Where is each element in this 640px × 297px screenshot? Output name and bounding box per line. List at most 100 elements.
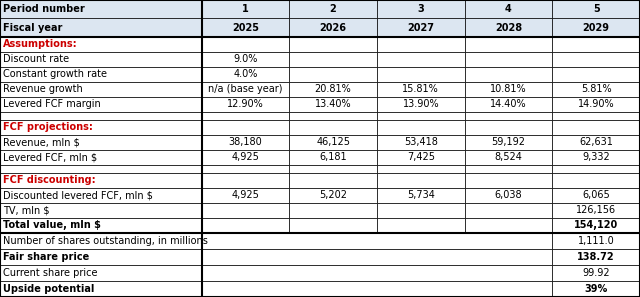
Text: 2026: 2026 bbox=[319, 23, 347, 33]
Bar bbox=[202, 203, 289, 218]
Bar bbox=[465, 37, 552, 52]
Bar bbox=[289, 97, 377, 112]
Bar bbox=[552, 135, 640, 150]
Bar bbox=[552, 165, 640, 173]
Text: 46,125: 46,125 bbox=[316, 137, 350, 147]
Bar bbox=[289, 18, 377, 37]
Bar bbox=[552, 120, 640, 135]
Text: Discount rate: Discount rate bbox=[3, 54, 69, 64]
Bar bbox=[0, 135, 202, 150]
Text: 6,038: 6,038 bbox=[495, 190, 522, 200]
Text: n/a (base year): n/a (base year) bbox=[208, 84, 283, 94]
Bar bbox=[377, 188, 465, 203]
Text: FCF discounting:: FCF discounting: bbox=[3, 175, 95, 185]
Bar bbox=[202, 135, 289, 150]
Bar bbox=[377, 120, 465, 135]
Text: 5: 5 bbox=[593, 4, 600, 14]
Text: TV, mln $: TV, mln $ bbox=[3, 205, 49, 215]
Bar bbox=[0, 37, 202, 52]
Bar bbox=[289, 203, 377, 218]
Bar bbox=[0, 150, 202, 165]
Bar bbox=[0, 233, 552, 249]
Bar bbox=[289, 112, 377, 120]
Bar bbox=[552, 281, 640, 297]
Text: Assumptions:: Assumptions: bbox=[3, 39, 77, 49]
Text: Fiscal year: Fiscal year bbox=[3, 23, 62, 33]
Bar bbox=[0, 218, 202, 233]
Bar bbox=[0, 249, 552, 265]
Bar bbox=[0, 82, 202, 97]
Bar bbox=[202, 218, 289, 233]
Text: 53,418: 53,418 bbox=[404, 137, 438, 147]
Text: 6,065: 6,065 bbox=[582, 190, 610, 200]
Bar bbox=[202, 173, 289, 188]
Bar bbox=[0, 203, 202, 218]
Bar bbox=[465, 52, 552, 67]
Bar bbox=[289, 218, 377, 233]
Bar bbox=[0, 112, 202, 120]
Text: 154,120: 154,120 bbox=[574, 220, 618, 230]
Bar bbox=[377, 52, 465, 67]
Bar bbox=[377, 97, 465, 112]
Text: 62,631: 62,631 bbox=[579, 137, 613, 147]
Bar bbox=[552, 188, 640, 203]
Bar bbox=[289, 150, 377, 165]
Bar bbox=[377, 67, 465, 82]
Text: 2028: 2028 bbox=[495, 23, 522, 33]
Text: 5.81%: 5.81% bbox=[581, 84, 611, 94]
Text: Period number: Period number bbox=[3, 4, 84, 14]
Text: 39%: 39% bbox=[584, 284, 608, 294]
Bar bbox=[202, 112, 289, 120]
Text: Number of shares outstanding, in millions: Number of shares outstanding, in million… bbox=[3, 236, 208, 246]
Bar bbox=[0, 120, 202, 135]
Text: Total value, mln $: Total value, mln $ bbox=[3, 220, 101, 230]
Text: 1,111.0: 1,111.0 bbox=[578, 236, 614, 246]
Bar bbox=[0, 165, 202, 173]
Text: 4,925: 4,925 bbox=[232, 152, 259, 162]
Bar bbox=[377, 218, 465, 233]
Bar bbox=[377, 203, 465, 218]
Bar bbox=[465, 112, 552, 120]
Text: Levered FCF margin: Levered FCF margin bbox=[3, 99, 100, 109]
Bar bbox=[289, 37, 377, 52]
Bar bbox=[465, 97, 552, 112]
Bar bbox=[552, 203, 640, 218]
Bar bbox=[0, 265, 552, 281]
Bar bbox=[377, 112, 465, 120]
Text: 59,192: 59,192 bbox=[492, 137, 525, 147]
Bar bbox=[377, 82, 465, 97]
Bar bbox=[202, 18, 289, 37]
Bar bbox=[202, 0, 289, 18]
Text: 8,524: 8,524 bbox=[495, 152, 522, 162]
Bar bbox=[377, 150, 465, 165]
Bar bbox=[377, 135, 465, 150]
Text: 9,332: 9,332 bbox=[582, 152, 610, 162]
Bar bbox=[552, 249, 640, 265]
Bar bbox=[289, 135, 377, 150]
Bar bbox=[202, 97, 289, 112]
Bar bbox=[377, 165, 465, 173]
Bar bbox=[0, 52, 202, 67]
Bar bbox=[552, 265, 640, 281]
Bar bbox=[465, 203, 552, 218]
Bar bbox=[289, 67, 377, 82]
Bar bbox=[202, 165, 289, 173]
Bar bbox=[552, 82, 640, 97]
Text: Levered FCF, mln $: Levered FCF, mln $ bbox=[3, 152, 97, 162]
Bar bbox=[552, 112, 640, 120]
Text: 13.90%: 13.90% bbox=[403, 99, 439, 109]
Bar bbox=[202, 67, 289, 82]
Text: 2027: 2027 bbox=[407, 23, 435, 33]
Bar bbox=[552, 218, 640, 233]
Text: Revenue growth: Revenue growth bbox=[3, 84, 83, 94]
Bar bbox=[465, 120, 552, 135]
Bar bbox=[552, 18, 640, 37]
Text: 3: 3 bbox=[417, 4, 424, 14]
Text: Discounted levered FCF, mln $: Discounted levered FCF, mln $ bbox=[3, 190, 153, 200]
Bar bbox=[465, 173, 552, 188]
Bar bbox=[0, 67, 202, 82]
Bar bbox=[465, 0, 552, 18]
Bar bbox=[0, 188, 202, 203]
Bar bbox=[0, 281, 552, 297]
Text: 5,734: 5,734 bbox=[407, 190, 435, 200]
